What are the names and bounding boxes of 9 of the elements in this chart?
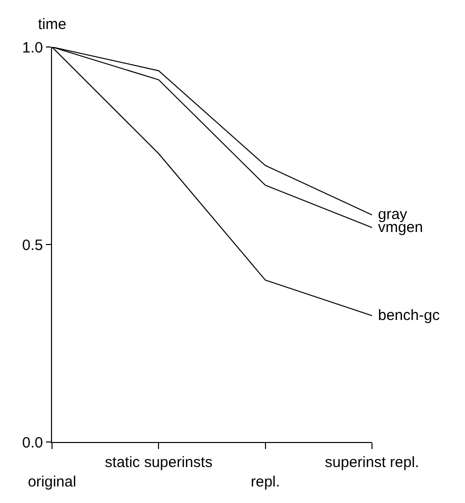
series-label: bench-gc [378,307,440,324]
x-tick-label: repl. [250,474,280,490]
x-tick-label: static superinsts [104,454,212,471]
y-tick-label: 0.0 [22,434,43,452]
x-tick-label: original [28,474,76,490]
y-tick-label: 1.0 [22,39,43,56]
x-tick-label: superinst repl. [324,454,420,471]
y-tick-label: 0.5 [22,236,43,254]
y-axis-title: time [38,16,66,33]
